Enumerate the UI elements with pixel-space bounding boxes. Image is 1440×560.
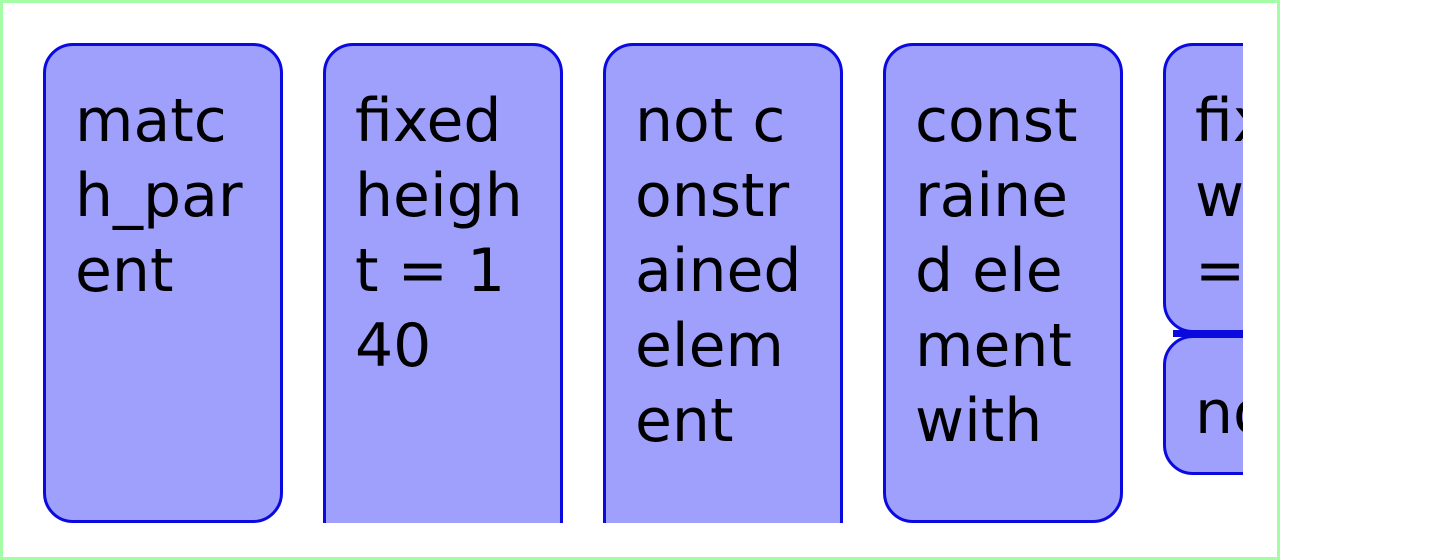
card-label: fixed width = bbox=[1195, 86, 1243, 306]
card-label: no bbox=[1195, 378, 1243, 448]
card-label: not constrained element bbox=[635, 86, 802, 456]
card-fixed-height: fixed height = 140 bbox=[323, 43, 563, 523]
card-partial: no bbox=[1163, 335, 1243, 475]
card-divider bbox=[1173, 330, 1243, 337]
cards-viewport: match_parent fixed height = 140 not cons… bbox=[43, 43, 1243, 523]
card-label: fixed height = 140 bbox=[355, 86, 523, 381]
card-label: constrained element with bbox=[915, 86, 1078, 456]
card-constrained-element: constrained element with bbox=[883, 43, 1123, 523]
card-match-parent: match_parent bbox=[43, 43, 283, 523]
layout-container: match_parent fixed height = 140 not cons… bbox=[0, 0, 1280, 560]
card-fixed-width: fixed width = bbox=[1163, 43, 1243, 333]
card-not-constrained-element: not constrained element bbox=[603, 43, 843, 523]
card-label: match_parent bbox=[75, 86, 243, 306]
